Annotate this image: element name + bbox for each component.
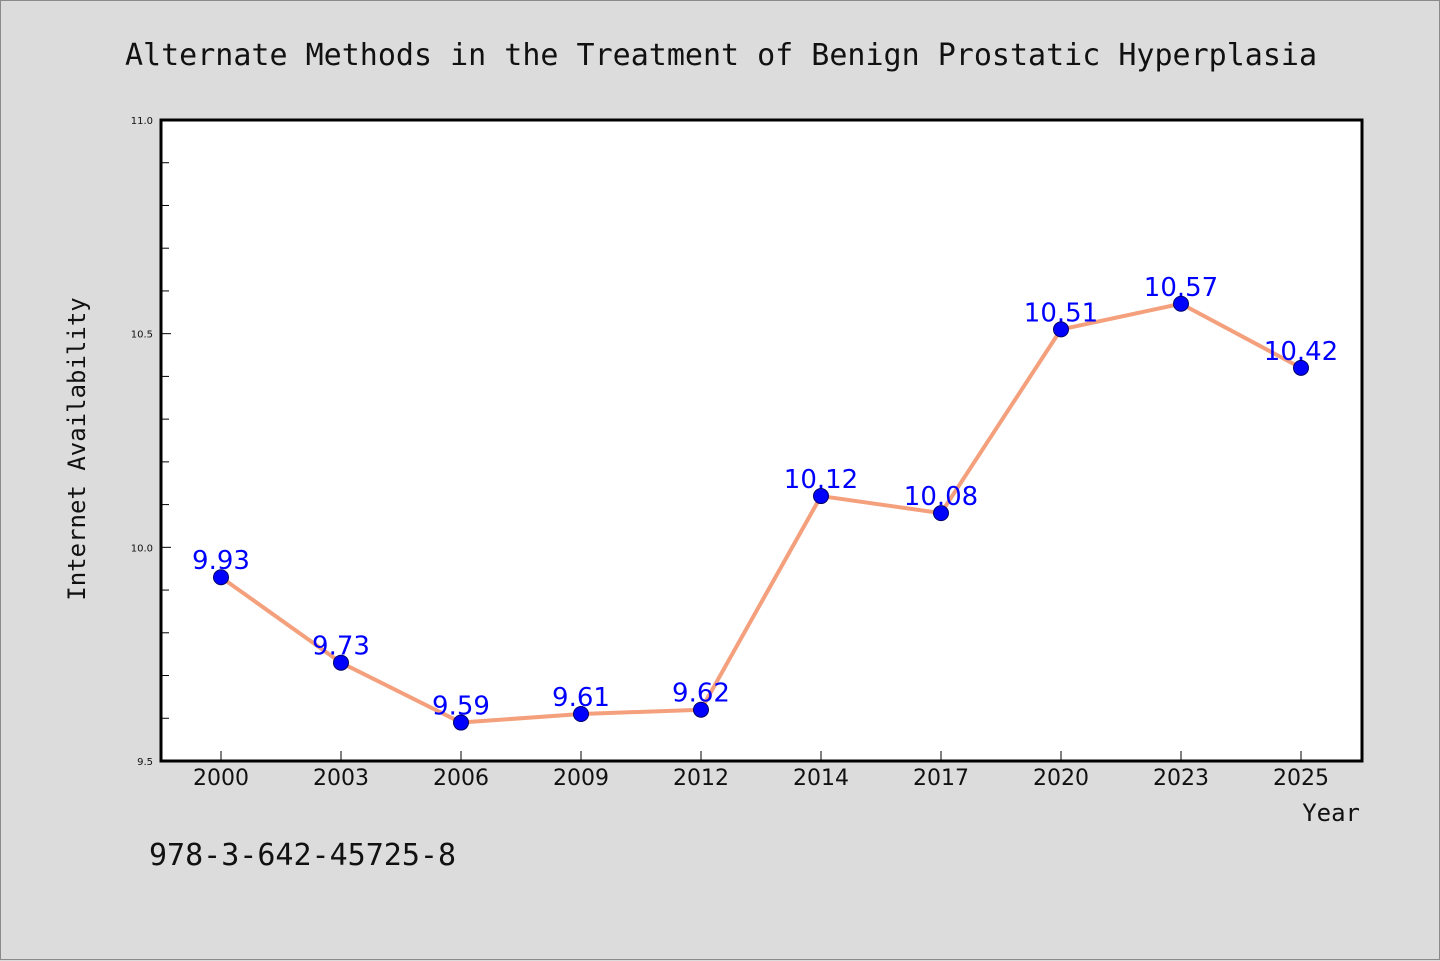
- data-point: [693, 701, 709, 718]
- data-label: 9.59: [432, 692, 490, 722]
- x-tick-label: 2000: [193, 766, 249, 791]
- data-label: 9.73: [312, 632, 370, 662]
- data-label: 9.61: [552, 683, 610, 713]
- y-tick-label: 9.5: [137, 757, 153, 768]
- chart-title: Alternate Methods in the Treatment of Be…: [125, 38, 1317, 73]
- data-point: [933, 505, 949, 522]
- x-axis: 2000 2003 2006 2009 2012 2014 2017 2020 2023 2025: [193, 751, 1329, 791]
- x-tick-label: 2025: [1273, 766, 1329, 791]
- x-tick-label: 2017: [913, 766, 969, 791]
- data-label: 9.93: [192, 546, 250, 576]
- data-point: [1293, 359, 1309, 376]
- data-point: [1173, 295, 1189, 312]
- plot-area: [159, 118, 1364, 763]
- data-label: 10.12: [784, 465, 858, 495]
- series-layer: 9.93 9.73 9.59 9.61 9.62 10.12 10.08 10.51 10.57…: [192, 273, 1338, 731]
- isbn-text: 978-3-642-45725-8: [149, 838, 456, 873]
- series-line: [219, 301, 1303, 725]
- x-tick-label: 2020: [1033, 766, 1089, 791]
- data-point: [333, 654, 349, 671]
- y-axis: 9.5 10.0 10.5 11.0: [131, 116, 171, 768]
- x-axis-label: Year: [1302, 799, 1360, 827]
- x-tick-label: 2023: [1153, 766, 1209, 791]
- y-tick-label: 10.0: [131, 543, 153, 554]
- data-label: 9.62: [672, 679, 730, 709]
- data-label: 10.08: [904, 482, 978, 512]
- x-tick-label: 2006: [433, 766, 489, 791]
- y-axis-label: Internet Availability: [63, 297, 91, 600]
- data-label: 10.42: [1264, 337, 1338, 367]
- data-point: [1053, 321, 1069, 338]
- data-point: [813, 488, 829, 505]
- x-tick-label: 2014: [793, 766, 849, 791]
- data-point: [573, 705, 589, 722]
- data-point: [453, 714, 469, 731]
- x-tick-label: 2003: [313, 766, 369, 791]
- data-label: 10.51: [1024, 298, 1098, 328]
- data-label: 10.57: [1144, 273, 1218, 303]
- x-tick-label: 2012: [673, 766, 729, 791]
- x-tick-label: 2009: [553, 766, 609, 791]
- y-tick-label: 11.0: [131, 116, 153, 127]
- data-point: [213, 569, 229, 586]
- y-tick-label: 10.5: [131, 330, 153, 341]
